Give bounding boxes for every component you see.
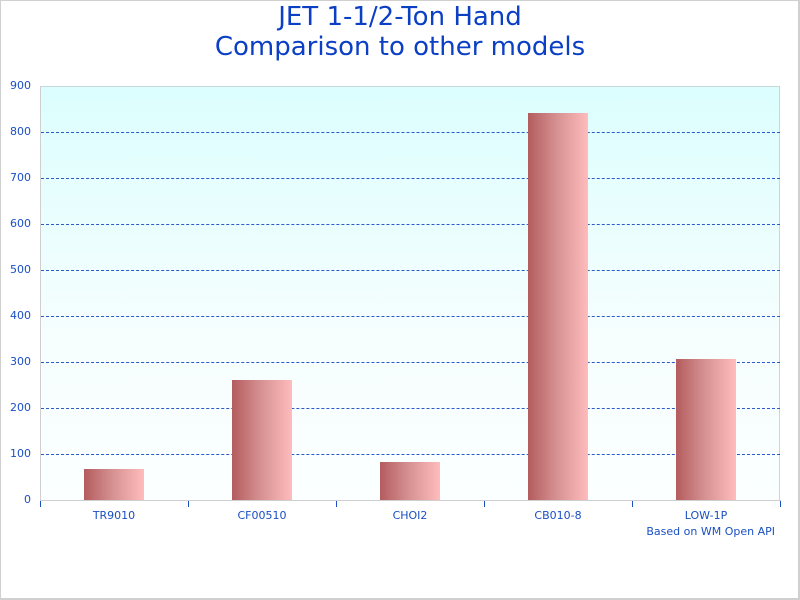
- x-tick-label: CHOI2: [392, 509, 428, 522]
- gridline: [41, 132, 780, 133]
- gridline: [41, 454, 780, 455]
- credit-annotation: Based on WM Open API: [646, 525, 775, 538]
- chart-title-line2: Comparison to other models: [214, 32, 586, 62]
- y-tick-label: 0: [24, 493, 31, 506]
- y-tick-label: 500: [10, 263, 31, 276]
- y-tick-label: 900: [10, 79, 31, 92]
- y-tick-label: 700: [10, 171, 31, 184]
- gridline: [41, 178, 780, 179]
- x-tick-label: LOW-1P: [684, 509, 728, 522]
- x-tick-mark: [632, 501, 633, 507]
- y-tick-label: 300: [10, 355, 31, 368]
- gridline: [41, 270, 780, 271]
- x-tick-mark: [780, 501, 781, 507]
- bar-tr9010: [84, 469, 144, 500]
- chart-title-line1: JET 1-1/2-Ton Hand: [278, 2, 522, 32]
- gridline: [41, 362, 780, 363]
- x-tick-mark: [188, 501, 189, 507]
- chart-title: JET 1-1/2-Ton Hand Comparison to other m…: [0, 2, 800, 62]
- y-tick-label: 100: [10, 447, 31, 460]
- bar-low-1p: [676, 358, 736, 500]
- x-tick-mark: [484, 501, 485, 507]
- bar-choi2: [380, 461, 440, 500]
- x-tick-label: TR9010: [92, 509, 136, 522]
- y-tick-label: 400: [10, 309, 31, 322]
- gridline: [41, 408, 780, 409]
- x-tick-mark: [336, 501, 337, 507]
- y-axis-line: [40, 86, 41, 501]
- y-tick-label: 800: [10, 125, 31, 138]
- x-tick-mark: [40, 501, 41, 507]
- x-axis-line: [40, 500, 781, 501]
- gridline: [41, 224, 780, 225]
- x-tick-label: CF00510: [237, 509, 287, 522]
- plot-area: [40, 86, 780, 500]
- gridline: [41, 316, 780, 317]
- y-tick-label: 200: [10, 401, 31, 414]
- y-tick-label: 600: [10, 217, 31, 230]
- x-tick-label: CB010-8: [534, 509, 582, 522]
- bar-cb010-8: [528, 113, 588, 500]
- bar-cf00510: [232, 379, 292, 500]
